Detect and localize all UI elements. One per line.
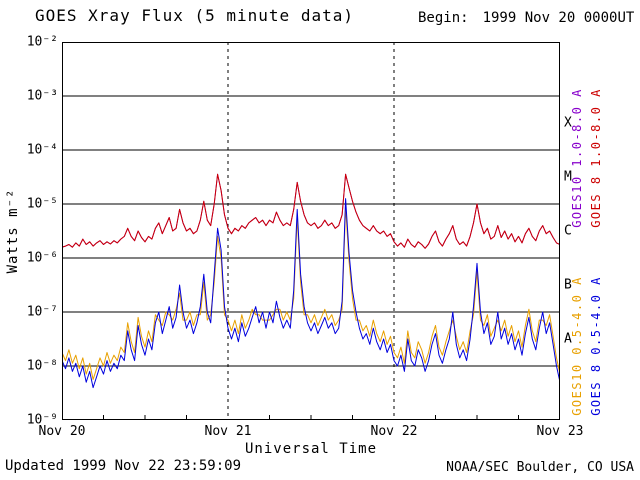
legend-goes10-0.5-4.0-a: GOES10 0.5-4.0 A [570, 276, 584, 416]
flare-class-label: X [564, 115, 572, 131]
chart-title: GOES Xray Flux (5 minute data) [35, 6, 354, 25]
legend-goes10-1.0-8.0-a: GOES10 1.0-8.0 A [570, 88, 584, 228]
begin-row: Begin: 1999 Nov 20 0000UT [418, 10, 634, 26]
y-tick-label: 10⁻⁴ [26, 142, 58, 158]
series-goes10-1.0-8.0-a [62, 173, 560, 249]
begin-label: Begin: [418, 10, 469, 26]
flare-class-label: C [564, 223, 572, 239]
credit-text: NOAA/SEC Boulder, CO USA [446, 460, 634, 475]
plot-area [62, 42, 560, 420]
series-goes-8-1.0-8.0-a [62, 173, 560, 249]
flare-class-label: M [564, 169, 572, 185]
flare-class-label: A [564, 331, 572, 347]
updated-timestamp: Updated 1999 Nov 22 23:59:09 [5, 458, 242, 474]
y-tick-label: 10⁻⁹ [26, 412, 58, 428]
series-goes10-0.5-4.0-a [62, 206, 560, 380]
x-tick-label: Nov 21 [204, 424, 252, 439]
y-tick-label: 10⁻⁵ [26, 196, 58, 212]
y-tick-label: 10⁻⁶ [26, 250, 58, 266]
y-tick-label: 10⁻³ [26, 88, 58, 104]
legend-goes-8-0.5-4.0-a: GOES 8 0.5-4.0 A [589, 276, 603, 416]
y-tick-label: 10⁻⁷ [26, 304, 58, 320]
x-axis-title: Universal Time [244, 441, 378, 457]
y-axis-title: Watts m⁻² [5, 188, 21, 274]
y-tick-label: 10⁻² [26, 34, 58, 50]
series-goes-8-0.5-4.0-a [62, 198, 560, 389]
flare-class-label: B [564, 277, 572, 293]
x-tick-label: Nov 22 [370, 424, 418, 439]
legend-goes-8-1.0-8.0-a: GOES 8 1.0-8.0 A [589, 88, 603, 228]
y-tick-label: 10⁻⁸ [26, 358, 58, 374]
plot-frame [62, 42, 560, 420]
x-tick-label: Nov 20 [38, 424, 86, 439]
x-tick-label: Nov 23 [536, 424, 584, 439]
begin-value: 1999 Nov 20 0000UT [482, 10, 635, 26]
